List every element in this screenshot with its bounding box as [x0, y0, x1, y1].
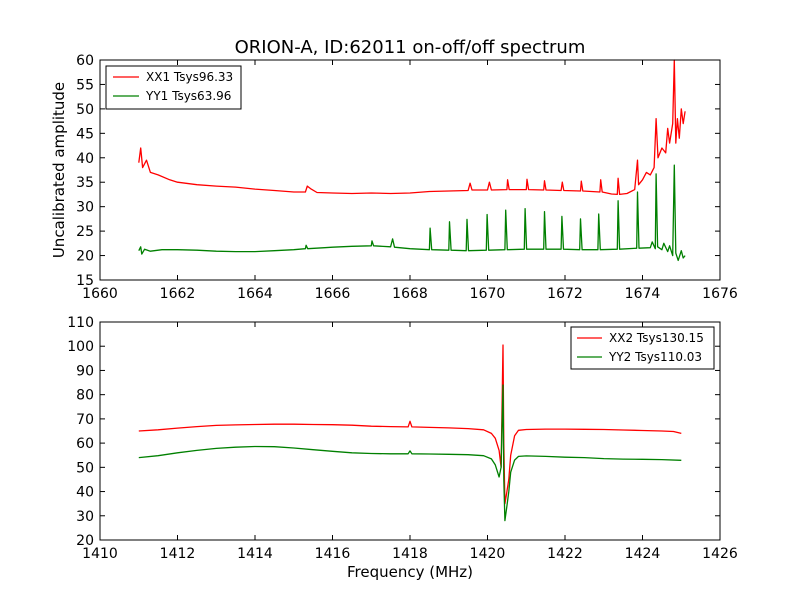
bot-x-tick-label-6: 1422: [547, 546, 583, 562]
top-series-line-1: [138, 164, 686, 262]
bottom-series-group: [138, 344, 682, 522]
bot-x-tick-label-3: 1416: [315, 546, 351, 562]
top-y-tick-label-4: 35: [76, 175, 94, 191]
top-legend-label-yy1: YY1 Tsys63.96: [145, 89, 231, 103]
bot-x-tick-label-0: 1410: [82, 546, 118, 562]
top-series-group: [138, 59, 686, 262]
top-x-tick-label-5: 1670: [470, 286, 506, 302]
figure-title: ORION-A, ID:62011 on-off/off spectrum: [235, 37, 586, 58]
bot-x-tick-label-2: 1414: [237, 546, 273, 562]
bottom-legend: XX2 Tsys130.15 YY2 Tsys110.03: [570, 326, 715, 370]
bot-y-tick-label-7: 90: [76, 363, 94, 379]
bot-x-tick-label-5: 1420: [470, 546, 506, 562]
top-x-tick-label-6: 1672: [547, 286, 583, 302]
bot-y-tick-label-0: 20: [76, 533, 94, 549]
top-x-tick-label-3: 1666: [315, 286, 351, 302]
bottom-x-axis-label: Frequency (MHz): [347, 563, 473, 581]
bot-y-tick-label-4: 60: [76, 436, 94, 452]
bottom-legend-label-yy2: YY2 Tsys110.03: [608, 350, 702, 364]
top-y-tick-label-7: 50: [76, 102, 94, 118]
bottom-legend-box: [570, 326, 715, 370]
bot-series-line-0: [138, 344, 682, 505]
top-series-line-0: [138, 59, 686, 196]
top-x-tick-label-8: 1676: [702, 286, 738, 302]
top-legend-label-xx1: XX1 Tsys96.33: [146, 70, 233, 84]
bot-y-tick-label-9: 110: [67, 315, 94, 331]
top-y-tick-label-9: 60: [76, 53, 94, 69]
top-y-axis-label: Uncalibrated amplitude: [50, 82, 68, 258]
bottom-legend-label-xx2: XX2 Tsys130.15: [609, 331, 704, 345]
bot-x-tick-label-1: 1412: [160, 546, 196, 562]
bottom-axis-tick-labels: 1410 1412 1414 1416 1418 1420 1422 1424 1426 20 30…: [67, 315, 738, 562]
top-y-tick-label-0: 15: [76, 273, 94, 289]
bottom-panel: 1410 1412 1414 1416 1418 1420 1422 1424 1426 20 30…: [67, 315, 738, 581]
bottom-plot-frame: [99, 321, 721, 541]
top-x-tick-label-7: 1674: [625, 286, 661, 302]
top-y-tick-label-8: 55: [76, 77, 94, 93]
bot-y-tick-label-1: 30: [76, 509, 94, 525]
top-y-tick-label-2: 25: [76, 224, 94, 240]
bot-y-tick-label-3: 50: [76, 460, 94, 476]
top-legend-box: [105, 65, 242, 110]
top-legend: XX1 Tsys96.33 YY1 Tsys63.96: [105, 65, 242, 110]
bot-y-tick-label-6: 80: [76, 388, 94, 404]
top-x-tick-label-4: 1668: [392, 286, 428, 302]
bot-y-tick-label-2: 40: [76, 485, 94, 501]
bot-x-tick-label-8: 1426: [702, 546, 738, 562]
top-y-tick-label-1: 20: [76, 249, 94, 265]
bot-x-tick-label-4: 1418: [392, 546, 428, 562]
bot-series-line-1: [138, 384, 682, 522]
bot-y-tick-label-5: 70: [76, 412, 94, 428]
bot-y-tick-label-8: 100: [67, 339, 94, 355]
top-y-tick-label-5: 40: [76, 151, 94, 167]
top-x-tick-label-1: 1662: [160, 286, 196, 302]
top-x-tick-label-2: 1664: [237, 286, 273, 302]
top-panel: 1660 1662 1664 1666 1668 1670 1672 1674 1676 15 20…: [50, 53, 738, 302]
top-y-tick-label-6: 45: [76, 126, 94, 142]
top-axis-tick-labels: 1660 1662 1664 1666 1668 1670 1672 1674 1676 15 20…: [76, 53, 738, 302]
top-y-tick-label-3: 30: [76, 200, 94, 216]
top-plot-frame: [99, 59, 721, 281]
top-x-tick-label-0: 1660: [82, 286, 118, 302]
bot-x-tick-label-7: 1424: [625, 546, 661, 562]
